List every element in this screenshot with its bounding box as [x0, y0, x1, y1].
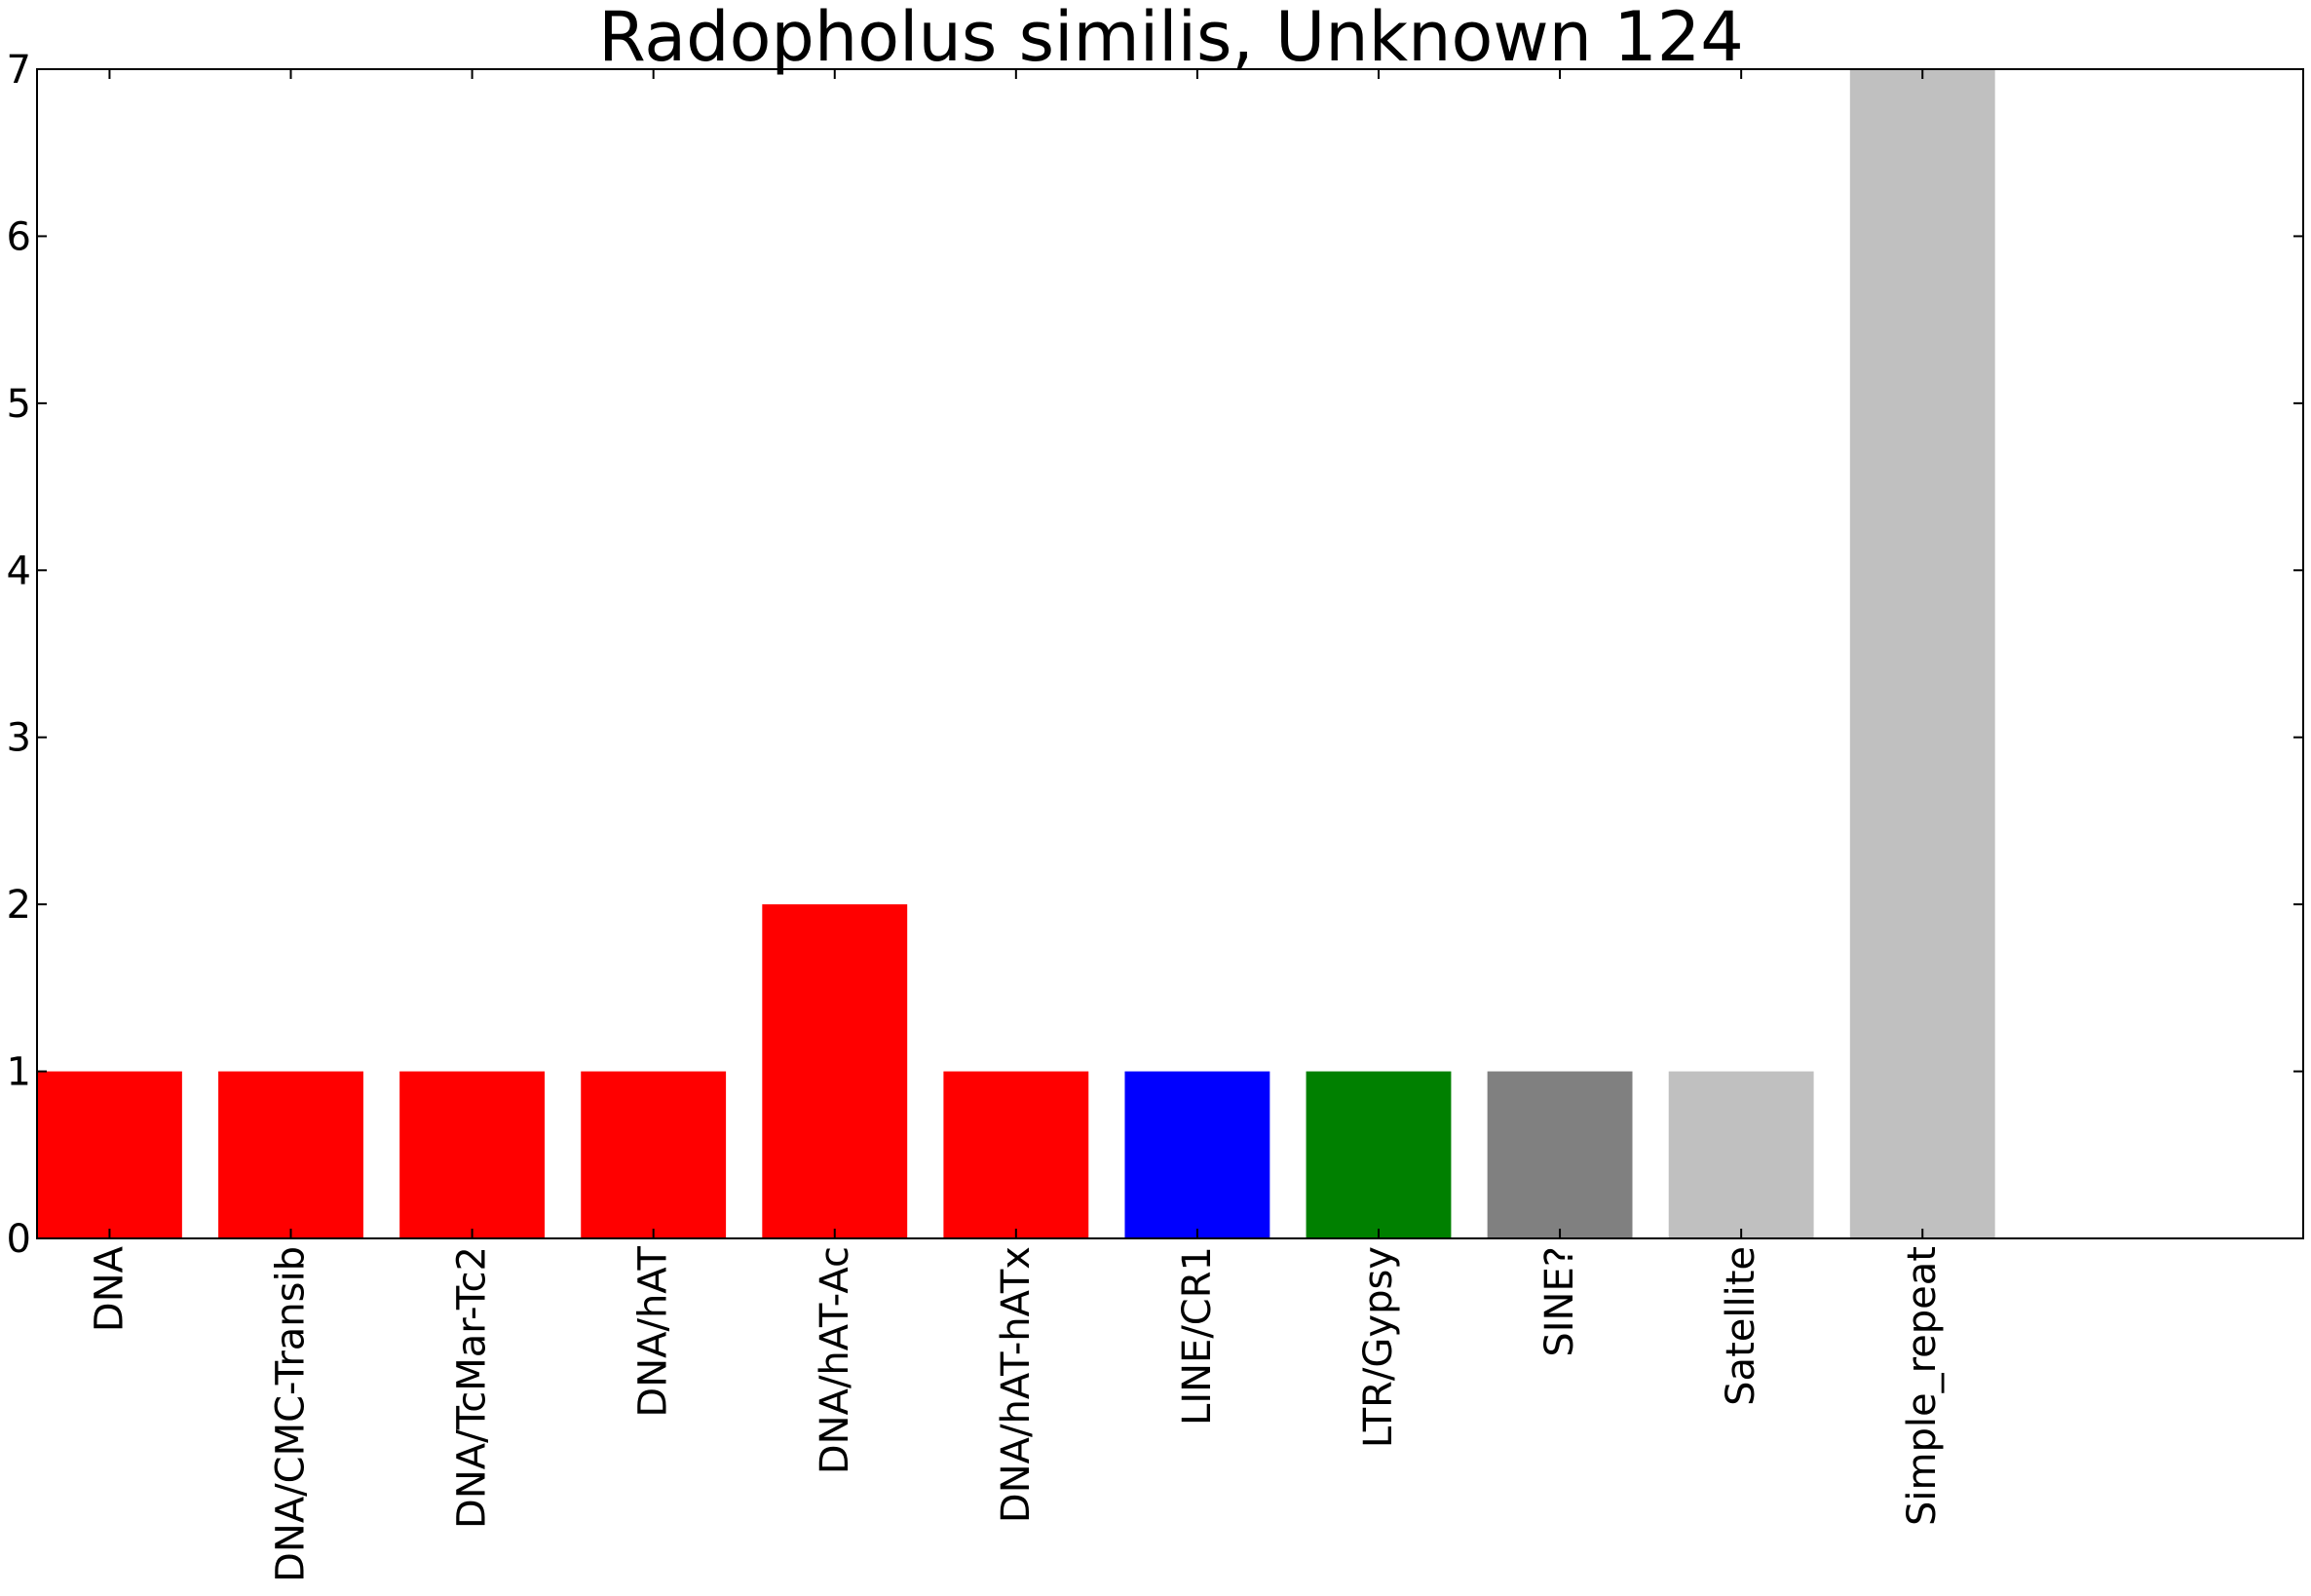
y-tick-label-7: 7 — [7, 48, 31, 93]
x-tick-label-10: Simple_repeat — [1900, 1246, 1945, 1526]
x-tick-label-6: LINE/CR1 — [1175, 1246, 1220, 1425]
bar-1 — [218, 1071, 363, 1238]
x-axis-tick-labels: DNA DNA/CMC-Transib DNA/TcMar-Tc2 DNA/hAT DN… — [87, 1245, 1945, 1582]
x-tick-label-9: Satellite — [1719, 1246, 1763, 1406]
y-tick-label-1: 1 — [7, 1050, 31, 1095]
x-tick-label-5: DNA/hAT-hATx — [994, 1246, 1039, 1523]
x-tick-label-3: DNA/hAT — [631, 1245, 676, 1417]
axis-ticks — [37, 68, 2303, 1239]
bar-2 — [399, 1071, 546, 1238]
y-tick-label-6: 6 — [7, 214, 31, 259]
x-tick-label-7: LTR/Gypsy — [1356, 1246, 1401, 1448]
bar-9 — [1668, 1071, 1814, 1238]
y-tick-label-0: 0 — [7, 1217, 31, 1262]
y-tick-label-4: 4 — [7, 549, 31, 593]
bar-6 — [1124, 1071, 1270, 1238]
x-tick-label-4: DNA/hAT-Ac — [813, 1246, 857, 1474]
y-tick-label-5: 5 — [7, 382, 31, 427]
bar-0 — [37, 1071, 182, 1238]
x-tick-label-2: DNA/TcMar-Tc2 — [450, 1246, 495, 1529]
bar-7 — [1306, 1071, 1452, 1238]
chart-title: Radopholus similis, Unknown 124 — [598, 0, 1744, 77]
x-tick-label-0: DNA — [87, 1245, 132, 1332]
bar-4 — [762, 904, 908, 1238]
x-tick-label-8: SINE? — [1537, 1246, 1582, 1357]
bar-8 — [1487, 1071, 1633, 1238]
bar-5 — [943, 1071, 1089, 1238]
bar-10 — [1849, 69, 1995, 1238]
y-tick-label-3: 3 — [7, 716, 31, 761]
bar-3 — [581, 1071, 727, 1238]
bars — [37, 69, 1995, 1238]
y-tick-label-2: 2 — [7, 883, 31, 928]
x-tick-label-1: DNA/CMC-Transib — [269, 1246, 314, 1582]
plot-frame — [36, 68, 2304, 1239]
y-axis-tick-labels: 0 1 2 3 4 5 6 7 — [7, 48, 31, 1262]
